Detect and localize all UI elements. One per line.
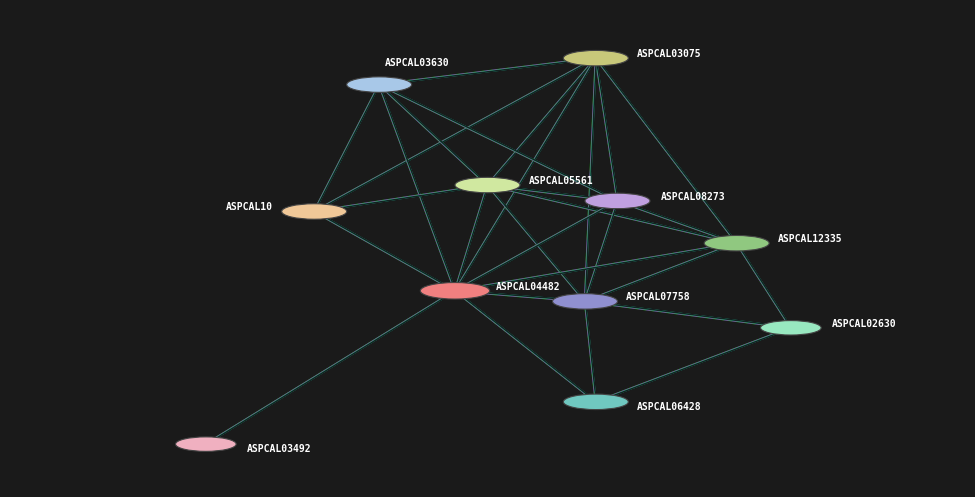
Ellipse shape [704,236,769,251]
Text: ASPCAL05561: ASPCAL05561 [528,176,594,186]
Text: ASPCAL12335: ASPCAL12335 [778,234,842,244]
Text: ASPCAL03492: ASPCAL03492 [247,444,312,454]
Ellipse shape [420,282,489,299]
Text: ASPCAL04482: ASPCAL04482 [496,282,561,292]
Ellipse shape [282,204,347,219]
Ellipse shape [585,193,650,209]
Ellipse shape [176,437,236,451]
Text: ASPCAL02630: ASPCAL02630 [832,319,897,329]
Text: ASPCAL03630: ASPCAL03630 [384,59,449,69]
Text: ASPCAL03075: ASPCAL03075 [637,49,702,59]
Ellipse shape [553,294,617,309]
Text: ASPCAL06428: ASPCAL06428 [637,402,702,412]
Text: ASPCAL10: ASPCAL10 [226,202,273,212]
Ellipse shape [455,177,520,193]
Text: ASPCAL08273: ASPCAL08273 [661,192,725,202]
Ellipse shape [347,77,411,92]
Ellipse shape [564,394,628,410]
Ellipse shape [564,50,628,66]
Ellipse shape [760,321,821,335]
Text: ASPCAL07758: ASPCAL07758 [626,292,691,302]
